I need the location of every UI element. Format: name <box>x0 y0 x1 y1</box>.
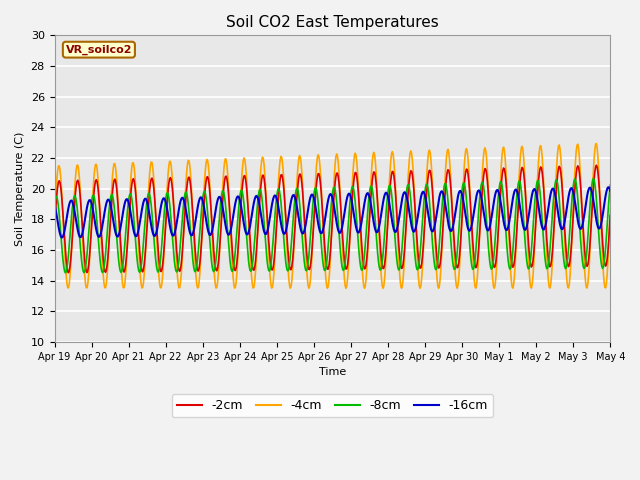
-16cm <box>61 224 69 229</box>
-4cm <box>417 283 425 288</box>
Legend: -2cm, -4cm, -8cm, -16cm: -2cm, -4cm, -8cm, -16cm <box>172 394 493 417</box>
-16cm <box>58 235 66 240</box>
-16cm <box>175 206 183 212</box>
Line: -16cm: -16cm <box>54 187 611 238</box>
-8cm <box>607 182 614 188</box>
Text: VR_soilco2: VR_soilco2 <box>66 45 132 55</box>
-8cm <box>61 268 68 274</box>
-8cm <box>175 257 183 263</box>
-4cm <box>174 281 182 287</box>
-8cm <box>589 176 597 181</box>
Title: Soil CO2 East Temperatures: Soil CO2 East Temperatures <box>226 15 439 30</box>
-2cm <box>401 245 408 251</box>
-2cm <box>607 213 614 218</box>
-8cm <box>118 264 126 270</box>
Line: -2cm: -2cm <box>54 165 611 273</box>
-2cm <box>65 270 72 276</box>
-8cm <box>61 270 69 276</box>
-2cm <box>593 162 600 168</box>
-2cm <box>61 236 68 242</box>
-4cm <box>204 157 211 163</box>
-16cm <box>605 184 612 190</box>
-8cm <box>205 219 212 225</box>
-16cm <box>607 188 614 194</box>
-2cm <box>118 264 126 269</box>
-8cm <box>417 241 425 247</box>
-4cm <box>607 205 614 211</box>
Y-axis label: Soil Temperature (C): Soil Temperature (C) <box>15 132 25 246</box>
Line: -4cm: -4cm <box>54 144 611 288</box>
-4cm <box>593 141 600 146</box>
-16cm <box>401 189 408 195</box>
-16cm <box>118 213 126 218</box>
-4cm <box>118 273 125 278</box>
-8cm <box>51 200 58 205</box>
-2cm <box>51 224 58 230</box>
-4cm <box>51 218 58 224</box>
X-axis label: Time: Time <box>319 367 346 377</box>
-2cm <box>175 267 183 273</box>
-16cm <box>205 229 212 235</box>
-8cm <box>401 209 408 215</box>
-2cm <box>417 265 425 271</box>
-2cm <box>205 176 212 182</box>
-16cm <box>417 194 425 200</box>
-16cm <box>51 202 58 207</box>
-4cm <box>401 251 408 257</box>
Line: -8cm: -8cm <box>54 179 611 273</box>
-4cm <box>61 246 68 252</box>
-4cm <box>397 286 405 291</box>
